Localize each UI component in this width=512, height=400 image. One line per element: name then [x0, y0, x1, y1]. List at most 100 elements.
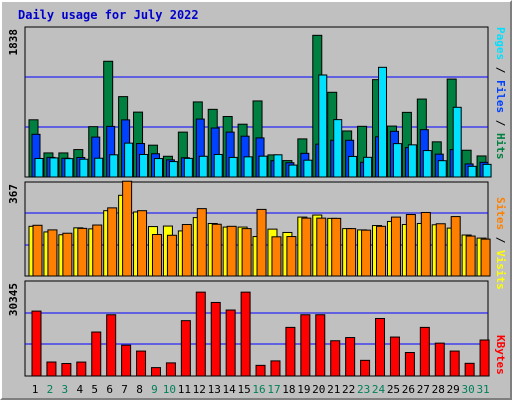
x-tick-day-8: 8: [136, 383, 143, 396]
legend-sites: Sites: [494, 197, 507, 230]
bar-sites-day-16: [256, 208, 267, 277]
bar-kbytes-day-12: [195, 291, 206, 377]
x-tick-day-30: 30: [462, 383, 475, 396]
bar-kbytes-day-31: [479, 339, 490, 377]
bar-pages-day-18: [288, 164, 298, 178]
bar-kbytes-day-17: [270, 360, 281, 377]
bar-pages-day-1: [34, 157, 44, 178]
bar-kbytes-day-1: [31, 310, 42, 377]
bar-sites-day-4: [77, 227, 88, 277]
bar-sites-day-3: [62, 232, 73, 277]
x-tick-day-17: 17: [267, 383, 280, 396]
bar-sites-day-1: [32, 224, 43, 277]
x-tick-day-29: 29: [447, 383, 460, 396]
bar-pages-day-23: [363, 156, 373, 178]
x-tick-day-11: 11: [178, 383, 191, 396]
bar-sites-day-12: [196, 208, 207, 277]
x-tick-day-5: 5: [91, 383, 98, 396]
bar-kbytes-day-28: [434, 342, 445, 377]
bar-kbytes-day-19: [300, 314, 311, 377]
legend-separator: /: [494, 113, 507, 133]
bar-sites-day-9: [151, 234, 162, 277]
bar-sites-day-13: [211, 223, 222, 277]
bar-pages-day-21: [333, 119, 343, 178]
bar-pages-day-8: [139, 153, 149, 178]
legend-visits: Visits: [494, 250, 507, 290]
bar-pages-day-10: [168, 161, 178, 178]
x-tick-day-21: 21: [327, 383, 340, 396]
bar-sites-day-2: [47, 229, 58, 277]
bar-kbytes-day-15: [240, 291, 251, 377]
x-tick-day-10: 10: [163, 383, 176, 396]
x-tick-day-6: 6: [106, 383, 113, 396]
bar-kbytes-day-3: [61, 363, 72, 377]
x-tick-day-12: 12: [193, 383, 206, 396]
bar-pages-day-11: [183, 157, 193, 178]
bar-pages-day-14: [228, 156, 238, 178]
bar-pages-day-13: [213, 153, 223, 178]
bar-kbytes-day-26: [404, 352, 415, 377]
legend-kbytes: KBytes: [494, 335, 507, 375]
panel-2: 367: [7, 180, 491, 277]
bar-sites-day-5: [92, 224, 103, 277]
legend-panel-2: Sites / Visits: [494, 197, 507, 290]
bar-sites-day-31: [480, 238, 491, 277]
x-tick-day-26: 26: [402, 383, 415, 396]
bar-sites-day-23: [361, 229, 372, 277]
legend-separator: /: [494, 230, 507, 250]
bar-kbytes-day-9: [150, 367, 161, 377]
bar-sites-day-10: [166, 234, 177, 277]
x-tick-day-23: 23: [357, 383, 370, 396]
bar-sites-day-8: [137, 210, 148, 277]
bar-sites-day-27: [420, 211, 431, 277]
bar-kbytes-day-21: [330, 340, 341, 377]
bar-pages-day-4: [79, 158, 89, 178]
y-max-label: 30345: [7, 283, 20, 316]
y-max-label: 367: [7, 184, 20, 204]
bar-pages-day-28: [437, 160, 447, 178]
bar-pages-day-26: [407, 144, 417, 178]
bar-kbytes-day-13: [210, 301, 221, 377]
bar-pages-day-2: [49, 157, 59, 178]
panel-1: 1838: [7, 26, 492, 178]
x-tick-day-22: 22: [342, 383, 355, 396]
bar-kbytes-day-5: [91, 331, 102, 377]
bar-pages-day-30: [467, 165, 477, 178]
bar-pages-day-17: [273, 154, 283, 178]
bar-sites-day-7: [122, 180, 133, 277]
x-tick-day-18: 18: [282, 383, 295, 396]
bar-sites-day-21: [331, 217, 342, 277]
x-tick-day-16: 16: [252, 383, 265, 396]
bar-pages-day-29: [452, 106, 462, 178]
bar-kbytes-day-25: [389, 336, 400, 377]
bar-pages-day-6: [109, 154, 119, 178]
bar-sites-day-19: [301, 217, 312, 277]
bar-sites-day-17: [271, 236, 282, 277]
bar-kbytes-day-22: [345, 337, 356, 377]
chart-title: Daily usage for July 2022: [18, 8, 199, 22]
x-tick-day-1: 1: [32, 383, 39, 396]
x-tick-day-3: 3: [62, 383, 69, 396]
x-tick-day-25: 25: [387, 383, 400, 396]
y-max-label: 1838: [7, 29, 20, 56]
legend-separator: /: [494, 60, 507, 80]
bar-kbytes-day-27: [419, 326, 430, 377]
x-tick-day-24: 24: [372, 383, 386, 396]
bar-pages-day-12: [198, 155, 208, 178]
bar-kbytes-day-7: [121, 344, 132, 377]
bar-pages-day-9: [153, 158, 163, 178]
panel-3: 30345: [7, 280, 490, 377]
bar-pages-day-5: [94, 157, 104, 178]
bar-kbytes-day-14: [225, 309, 236, 377]
bar-pages-day-19: [303, 159, 313, 178]
bar-pages-day-16: [258, 155, 268, 178]
x-tick-day-7: 7: [121, 383, 128, 396]
bar-kbytes-day-18: [285, 326, 296, 377]
bar-kbytes-day-2: [46, 361, 57, 377]
bar-pages-day-24: [378, 66, 388, 178]
x-tick-day-14: 14: [223, 383, 237, 396]
bar-sites-day-22: [346, 228, 357, 277]
bar-kbytes-day-16: [255, 364, 266, 377]
